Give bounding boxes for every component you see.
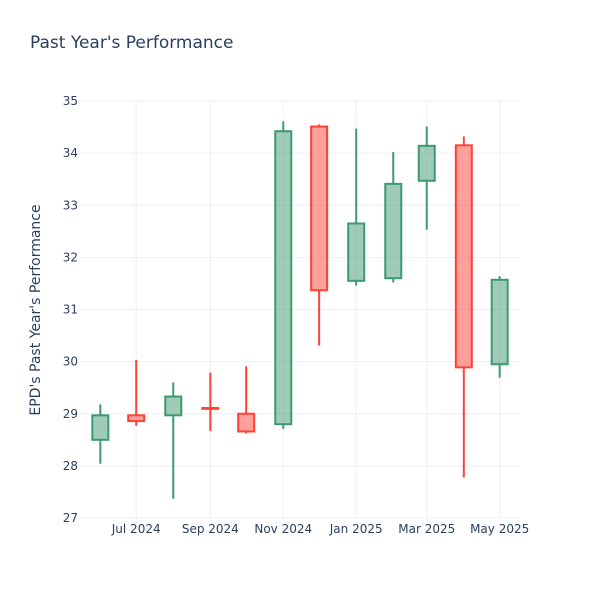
candle-body [384, 182, 403, 280]
candle-body [417, 144, 436, 182]
candle-decreasing [310, 124, 329, 346]
y-tick-label: 30 [63, 355, 78, 369]
grid-layer [80, 100, 520, 519]
y-tick-label: 29 [63, 407, 78, 421]
candle-body [164, 395, 183, 417]
x-tick-label: May 2025 [470, 522, 529, 536]
candle-body [237, 412, 256, 433]
candle-increasing [274, 121, 293, 429]
y-tick-label: 32 [63, 250, 78, 264]
x-tick-label: Jul 2024 [111, 522, 161, 536]
candle-decreasing [201, 372, 220, 431]
candle-increasing [347, 128, 366, 286]
candle-increasing [417, 126, 436, 230]
candle-layer [91, 121, 509, 499]
y-tick-label: 28 [63, 459, 78, 473]
y-tick-label: 31 [63, 303, 78, 317]
y-tick-label: 34 [63, 146, 78, 160]
candle-increasing [164, 382, 183, 499]
candle-body [201, 407, 220, 410]
x-tick-label: Jan 2025 [329, 522, 383, 536]
candle-decreasing [127, 360, 146, 426]
x-tick-label: Sep 2024 [182, 522, 239, 536]
candle-increasing [384, 152, 403, 283]
axis-layer: 27 28 29 30 31 32 33 34 35 Jul 2024 Sep 2024 Nov 20… [63, 94, 530, 536]
candle-body [347, 222, 366, 282]
y-tick-label: 33 [63, 198, 78, 212]
candle-body [454, 144, 473, 369]
candle-increasing [91, 404, 110, 464]
candle-increasing [490, 276, 509, 378]
candle-decreasing [454, 136, 473, 478]
x-tick-label: Nov 2024 [254, 522, 312, 536]
candle-body [274, 130, 293, 426]
candle-body [127, 414, 146, 423]
candle-body [310, 125, 329, 292]
y-axis-label: EPD's Past Year's Performance [28, 204, 44, 415]
y-tick-label: 27 [63, 511, 78, 525]
candle-decreasing [237, 366, 256, 434]
y-tick-label: 35 [63, 94, 78, 108]
candle-body [490, 278, 509, 366]
x-tick-label: Mar 2025 [398, 522, 455, 536]
candle-body [91, 414, 110, 441]
chart-title: Past Year's Performance [30, 33, 234, 53]
